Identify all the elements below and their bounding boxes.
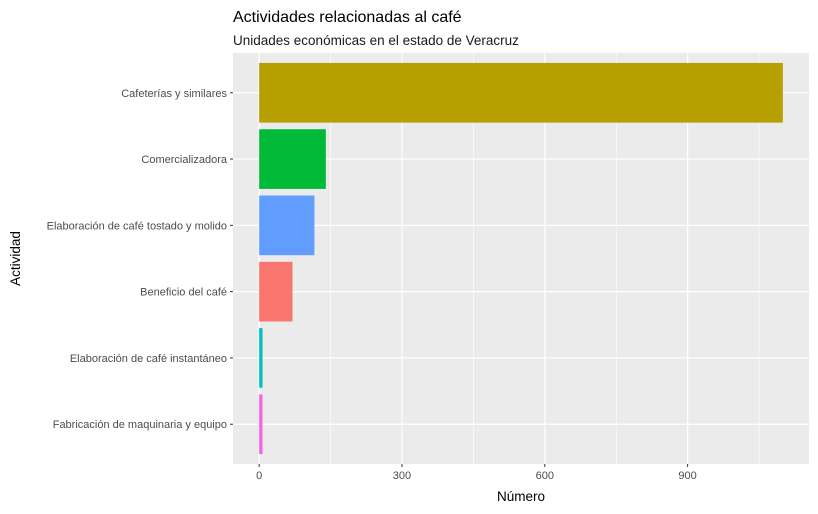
bar [259,195,315,256]
bars [259,62,783,455]
x-tick-label: 300 [393,470,411,482]
x-tick-label: 600 [536,470,554,482]
bar [259,62,783,123]
y-tick-label: Elaboración de café instantáneo [70,353,227,365]
y-axis-ticks: Cafeterías y similares Comercializadora El… [47,88,233,431]
y-tick-label: Beneficio del café [140,287,227,299]
bar [259,328,263,388]
y-axis-title: Actividad [8,231,23,286]
x-axis-title: Número [497,489,545,504]
bar [259,129,326,189]
y-tick-label: Fabricación de maquinaria y equipo [53,419,227,431]
y-tick-label: Cafeterías y similares [121,88,227,100]
x-tick-label: 900 [678,470,696,482]
y-tick-label: Elaboración de café tostado y molido [47,220,227,232]
chart-subtitle: Unidades económicas en el estado de Vera… [233,33,519,48]
chart-title: Actividades relacionadas al café [233,9,462,26]
bar [259,261,293,322]
y-tick-label: Comercializadora [141,154,227,166]
bar [259,394,263,455]
x-axis-ticks: 0 300 600 900 [256,464,697,482]
x-tick-label: 0 [256,470,262,482]
